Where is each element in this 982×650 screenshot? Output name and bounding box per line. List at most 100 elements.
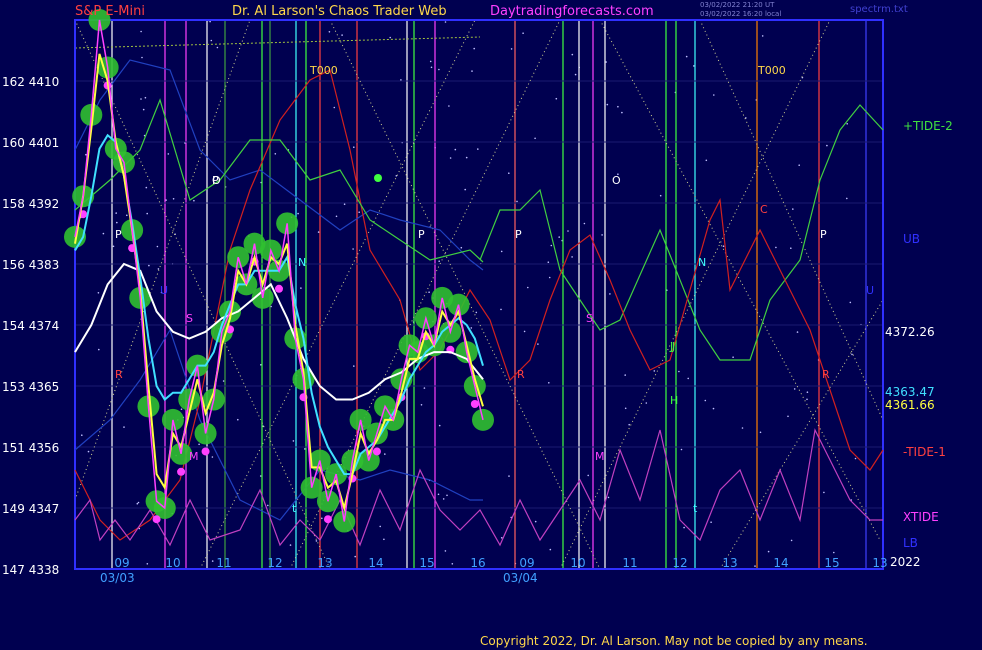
star-dot xyxy=(523,330,526,333)
y-axis-label: 153 4365 xyxy=(2,380,59,394)
magenta-marker xyxy=(323,515,332,524)
x-tick-label: 12 xyxy=(267,556,282,570)
star-dot xyxy=(571,53,574,56)
star-dot xyxy=(854,457,857,460)
star-dot xyxy=(444,21,447,23)
site-link[interactable]: Daytradingforecasts.com xyxy=(490,4,654,19)
star-dot xyxy=(354,555,357,558)
chart-title: Dr. Al Larson's Chaos Trader Web xyxy=(232,4,447,19)
xtide-line xyxy=(74,428,883,547)
star-dot xyxy=(430,66,433,69)
star-dot xyxy=(437,493,440,496)
x-tick-label: 09 xyxy=(114,556,129,570)
star-dot xyxy=(148,264,150,267)
chart-annotation: M xyxy=(189,450,199,463)
x-tick-label: 11 xyxy=(622,556,637,570)
star-dot xyxy=(790,247,792,249)
x-tick-label: 13 xyxy=(722,556,737,570)
x-tick-label: 16 xyxy=(470,556,485,570)
y-axis-label: 158 4392 xyxy=(2,197,59,211)
star-dot xyxy=(605,61,607,63)
star-dot xyxy=(379,525,382,528)
star-dot xyxy=(522,32,524,34)
star-dot xyxy=(353,365,355,367)
star-dot xyxy=(115,212,117,214)
chart-annotation: M xyxy=(595,450,605,463)
chart-annotation: P xyxy=(418,228,425,241)
chart-annotation: U xyxy=(160,284,168,297)
star-dot xyxy=(571,256,573,258)
source-file: spectrm.txt xyxy=(850,4,908,15)
star-dot xyxy=(475,311,478,314)
chart-annotation: T000 xyxy=(757,64,786,77)
chart-annotation: N xyxy=(298,256,306,269)
star-dot xyxy=(400,79,402,81)
star-dot xyxy=(470,327,473,329)
timestamp-ut: 03/02/2022 21:20 UT xyxy=(700,1,775,9)
series-label: LB xyxy=(903,536,918,550)
star-dot xyxy=(685,55,688,58)
star-dot xyxy=(583,222,586,225)
star-dot xyxy=(741,427,744,429)
star-dot xyxy=(508,475,510,477)
star-dot xyxy=(558,236,560,238)
star-dot xyxy=(140,98,142,100)
diagonal-dotted-line xyxy=(74,19,331,570)
star-dot xyxy=(449,157,452,159)
star-dot xyxy=(833,551,835,554)
lower-band-line xyxy=(74,328,483,521)
star-dot xyxy=(798,164,800,166)
star-dot xyxy=(165,199,167,201)
star-dot xyxy=(81,434,83,437)
star-dot xyxy=(508,172,510,174)
star-dot xyxy=(260,364,262,366)
star-dot xyxy=(704,399,707,402)
star-dot xyxy=(587,474,589,477)
star-dot xyxy=(826,144,828,147)
chart-annotation: H xyxy=(670,394,678,407)
star-dot xyxy=(537,343,539,345)
star-dot xyxy=(464,188,467,191)
star-dot xyxy=(550,244,553,247)
star-dot xyxy=(180,408,183,411)
star-dot xyxy=(428,291,430,294)
star-dot xyxy=(317,231,320,233)
star-dot xyxy=(292,440,295,442)
x-date-label: 03/03 xyxy=(100,571,135,585)
star-dot xyxy=(693,65,695,67)
star-dot xyxy=(793,388,796,390)
star-dot xyxy=(420,404,423,406)
star-dot xyxy=(510,48,513,50)
series-label: -TIDE-1 xyxy=(903,445,946,459)
chart-annotation: J xyxy=(669,340,673,353)
star-dot xyxy=(806,398,808,401)
chart-annotation: R xyxy=(115,368,123,381)
star-dot xyxy=(713,94,715,96)
star-dot xyxy=(527,286,529,289)
star-dot xyxy=(534,520,537,523)
star-dot xyxy=(653,370,656,372)
star-dot xyxy=(97,292,100,294)
star-dot xyxy=(270,305,272,308)
x-tick-label: 13 xyxy=(872,556,887,570)
star-dot xyxy=(680,448,683,451)
star-dot xyxy=(438,260,441,263)
star-dot xyxy=(198,443,200,446)
timestamp-local: 03/02/2022 16:20 local xyxy=(700,10,782,18)
star-dot xyxy=(451,563,454,565)
star-dot xyxy=(193,199,195,202)
star-dot xyxy=(160,291,163,294)
star-dot xyxy=(389,36,392,39)
star-dot xyxy=(274,153,277,155)
x-tick-label: 09 xyxy=(519,556,534,570)
chart-annotation: O xyxy=(212,174,221,187)
star-dot xyxy=(144,96,147,99)
star-dot xyxy=(442,498,445,500)
star-dot xyxy=(209,20,211,23)
star-dot xyxy=(237,418,239,421)
star-dot xyxy=(465,156,468,159)
x-tick-label: 10 xyxy=(165,556,180,570)
star-dot xyxy=(211,456,214,458)
star-dot xyxy=(335,215,338,218)
